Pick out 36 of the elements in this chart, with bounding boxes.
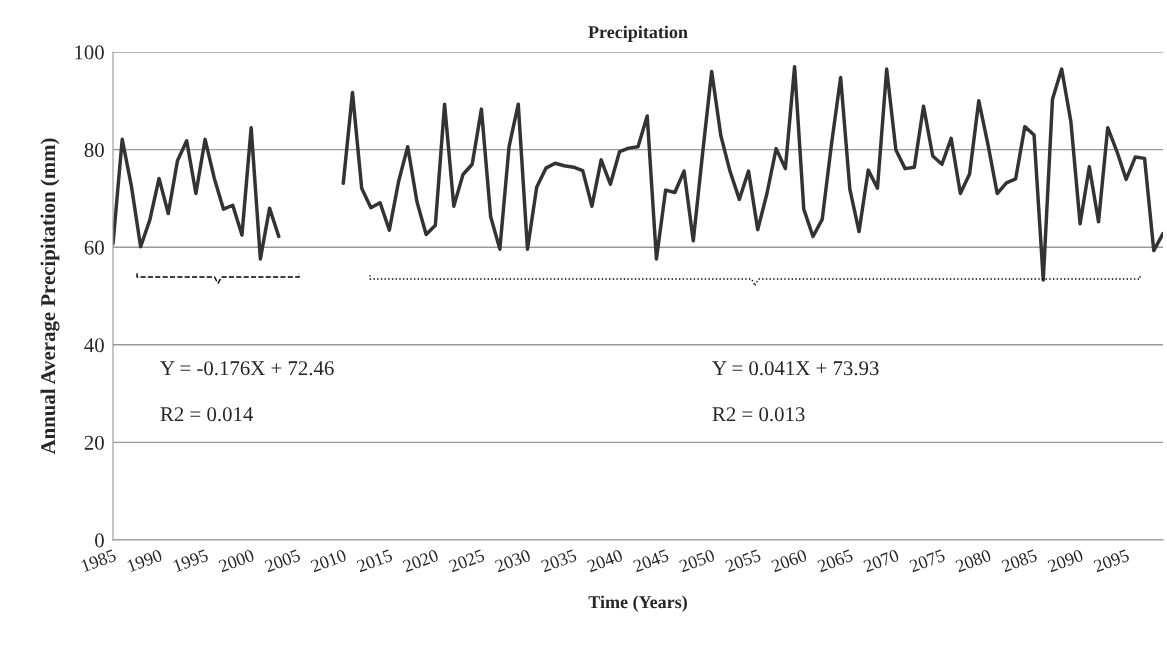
y-tick-label: 40 — [84, 338, 104, 353]
x-tick-label: 2030 — [494, 549, 532, 573]
x-tick-label: 2020 — [402, 549, 440, 573]
x-tick-label: 2000 — [218, 549, 255, 573]
x-tick-label: 2035 — [540, 549, 578, 573]
y-tick-label: 0 — [95, 533, 104, 548]
x-tick-label: 2075 — [908, 549, 946, 573]
x-tick-label: 2080 — [954, 549, 992, 573]
x-tick-label: 2090 — [1047, 549, 1084, 573]
y-tick-label: 80 — [84, 142, 104, 158]
y-axis-title: Annual Average Precipitation (mm) — [40, 138, 60, 455]
x-tick-label: 2015 — [356, 549, 393, 573]
x-tick-label: 2055 — [724, 549, 762, 573]
annotation: Y = -0.176X + 72.46 — [160, 361, 334, 376]
x-tick-label: 1995 — [172, 549, 209, 573]
x-tick-label: 2025 — [448, 549, 486, 573]
chart-title: Precipitation — [588, 25, 688, 42]
annotation: Y = 0.041X + 73.93 — [712, 361, 879, 376]
x-tick-label: 2050 — [678, 549, 716, 573]
annotation: R2 = 0.013 — [712, 407, 805, 422]
x-tick-label: 2005 — [264, 549, 301, 573]
x-tick-label: 1985 — [80, 549, 117, 573]
x-tick-label: 2010 — [310, 549, 347, 573]
y-tick-label: 60 — [84, 240, 104, 255]
annotation: R2 = 0.014 — [160, 407, 254, 422]
x-tick-label: 2060 — [770, 549, 808, 573]
x-tick-label: 2040 — [586, 549, 624, 573]
x-axis-title: Time (Years) — [588, 595, 687, 612]
x-tick-label: 2095 — [1093, 549, 1130, 573]
x-tick-label: 1990 — [126, 549, 163, 573]
x-tick-label: 2070 — [862, 549, 900, 573]
y-tick-label: 100 — [75, 45, 104, 60]
x-tick-label: 2085 — [1001, 549, 1038, 573]
x-tick-label: 2045 — [632, 549, 670, 573]
x-tick-label: 2065 — [816, 549, 854, 573]
y-tick-label: 20 — [84, 435, 104, 450]
